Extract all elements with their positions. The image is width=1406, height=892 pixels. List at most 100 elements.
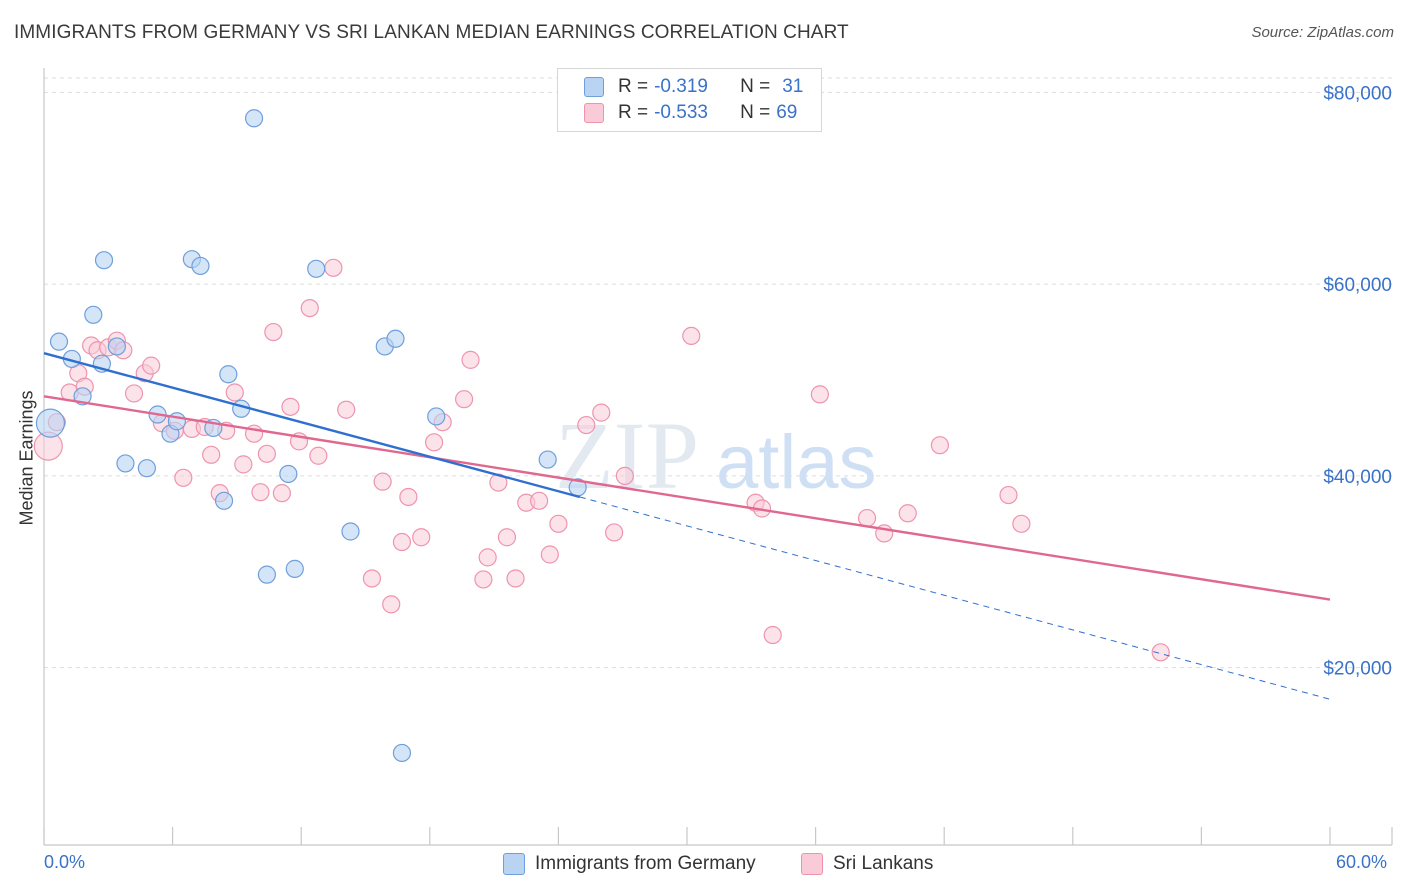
data-point-srilanka — [234, 455, 253, 474]
data-point-srilanka — [605, 523, 624, 542]
data-point-srilanka — [930, 436, 950, 455]
watermark-atlas: atlas — [716, 420, 877, 505]
x-axis-max-label: 60.0% — [1336, 852, 1388, 872]
bottom-legend-swatch-germany — [503, 853, 525, 875]
legend-n-label: N = — [740, 76, 771, 97]
data-point-srilanka — [225, 383, 244, 402]
data-point-germany — [257, 565, 277, 584]
data-point-germany — [219, 365, 238, 384]
data-point-srilanka — [478, 548, 497, 567]
data-point-srilanka — [682, 326, 701, 346]
legend-r-label: R = — [618, 76, 649, 97]
data-point-srilanka — [898, 504, 917, 523]
legend-r-value: -0.319 — [654, 76, 708, 97]
trend-line-germany — [43, 352, 581, 499]
grid-lines — [44, 77, 1392, 669]
trend-line-germany-extrapolated — [579, 496, 1331, 700]
data-point-srilanka — [324, 258, 343, 277]
data-point-srilanka — [272, 484, 292, 503]
data-point-germany — [285, 559, 304, 578]
bottom-legend-germany: Immigrants from Germany — [503, 851, 756, 877]
data-point-germany — [279, 464, 298, 484]
data-point-srilanka — [300, 299, 319, 318]
data-point-srilanka — [592, 403, 611, 422]
data-point-germany — [35, 408, 66, 438]
y-tick-labels: $20,000 $40,000 $60,000 $80,000 — [1323, 83, 1392, 679]
y-tick-label: $40,000 — [1323, 467, 1392, 488]
data-point-srilanka — [549, 514, 568, 533]
x-axis-min-label: 0.0% — [44, 852, 86, 872]
data-point-srilanka — [392, 532, 412, 552]
legend-r-value: -0.533 — [654, 102, 708, 123]
data-point-germany — [392, 743, 412, 763]
data-point-srilanka — [461, 350, 480, 369]
data-point-srilanka — [382, 595, 401, 614]
data-point-srilanka — [251, 483, 270, 502]
data-point-srilanka — [506, 569, 525, 588]
trend-lines — [43, 352, 1331, 700]
data-point-germany — [427, 407, 446, 426]
legend-r-label: R = — [618, 102, 649, 123]
bottom-legend-srilanka: Sri Lankans — [801, 851, 933, 877]
data-point-germany — [107, 337, 126, 356]
data-point-srilanka — [540, 545, 559, 564]
data-point-srilanka — [337, 400, 356, 419]
data-point-srilanka — [362, 569, 382, 588]
legend-n-label: N = — [740, 102, 771, 123]
data-point-srilanka — [264, 322, 283, 342]
data-point-srilanka — [174, 468, 193, 487]
y-tick-label: $60,000 — [1323, 275, 1392, 296]
data-point-srilanka — [1012, 514, 1031, 533]
data-point-srilanka — [257, 444, 277, 463]
bottom-legend-label-srilanka: Sri Lankans — [833, 853, 934, 874]
data-point-srilanka — [202, 445, 221, 464]
legend-row-srilanka: R = -0.533 N = 69 — [584, 100, 797, 126]
data-point-srilanka — [530, 491, 549, 510]
data-point-germany — [341, 522, 360, 541]
y-axis-label: Median Earnings — [16, 390, 37, 526]
points-germany — [35, 109, 587, 763]
data-point-srilanka — [309, 446, 328, 465]
data-point-srilanka — [399, 487, 418, 507]
legend-row-germany: R = -0.319 N = 31 — [584, 74, 803, 100]
data-point-germany — [94, 251, 114, 270]
data-point-germany — [386, 329, 405, 348]
data-point-srilanka — [474, 570, 493, 589]
bottom-legend-swatch-srilanka — [801, 853, 823, 875]
stats-legend: R = -0.319 N = 31 R = -0.533 N = 69 — [557, 68, 822, 132]
data-point-srilanka — [763, 625, 782, 645]
y-tick-label: $20,000 — [1323, 659, 1392, 680]
data-point-germany — [538, 450, 557, 469]
legend-swatch-germany — [584, 77, 604, 97]
data-point-srilanka — [124, 384, 144, 403]
data-point-srilanka — [281, 397, 300, 416]
data-point-germany — [214, 491, 234, 510]
bottom-legend-label-germany: Immigrants from Germany — [535, 853, 756, 874]
data-point-srilanka — [615, 466, 634, 485]
source-label: Source: ZipAtlas.com — [1251, 24, 1394, 41]
data-point-germany — [84, 305, 103, 324]
data-point-srilanka — [412, 528, 431, 547]
trend-line-srilanka — [43, 395, 1331, 601]
data-point-srilanka — [424, 433, 444, 452]
chart-title: IMMIGRANTS FROM GERMANY VS SRI LANKAN ME… — [14, 22, 849, 43]
data-point-srilanka — [497, 528, 517, 547]
points-sri-lankans — [33, 258, 1170, 662]
data-point-srilanka — [373, 472, 392, 491]
data-point-germany — [191, 256, 210, 276]
data-point-srilanka — [454, 390, 474, 409]
data-point-srilanka — [1151, 643, 1170, 662]
data-point-srilanka — [577, 415, 596, 435]
legend-n-value: 31 — [782, 76, 804, 97]
data-point-germany — [244, 109, 264, 128]
data-point-srilanka — [999, 485, 1018, 505]
data-point-srilanka — [857, 508, 877, 528]
legend-n-value: 69 — [776, 102, 798, 123]
data-point-srilanka — [142, 356, 161, 375]
data-point-germany — [49, 332, 69, 351]
data-point-srilanka — [810, 385, 829, 404]
legend-swatch-srilanka — [584, 103, 604, 123]
data-point-germany — [137, 459, 156, 478]
data-point-germany — [116, 454, 135, 473]
